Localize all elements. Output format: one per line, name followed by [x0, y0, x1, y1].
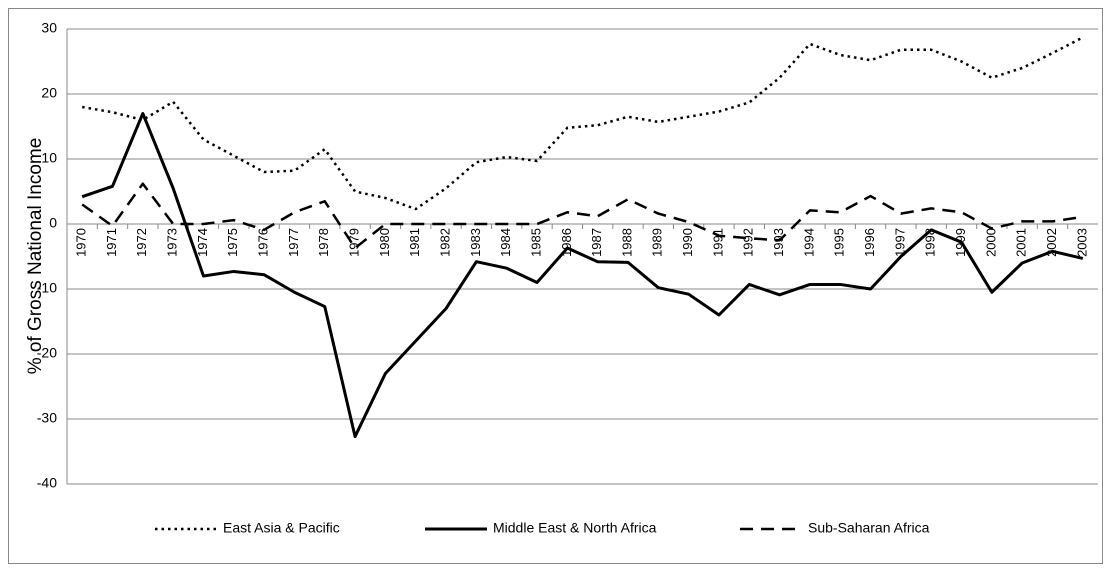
- y-tick-label: 10: [41, 150, 57, 166]
- x-tick-label: 1972: [134, 228, 149, 257]
- y-tick-label: 20: [41, 85, 57, 101]
- x-tick-label: 2001: [1014, 228, 1029, 257]
- x-tick-label: 1983: [468, 228, 483, 257]
- x-tick-label: 1979: [347, 228, 362, 257]
- x-tick-label: 1985: [528, 228, 543, 257]
- x-tick-label: 1970: [74, 228, 89, 257]
- x-tick-label: 1982: [437, 228, 452, 257]
- series-line: [81, 182, 1084, 250]
- y-axis-label: % of Gross National Income: [25, 138, 46, 375]
- y-tick-label: -40: [37, 475, 57, 491]
- y-tick-label: -20: [37, 345, 57, 361]
- x-tick-label: 2000: [983, 228, 998, 257]
- x-tick-label: 1973: [165, 228, 180, 257]
- x-tick-label: 1975: [225, 228, 240, 257]
- x-tick-label: 1971: [104, 228, 119, 257]
- legend-label: Middle East & North Africa: [493, 520, 657, 536]
- x-tick-label: 1981: [407, 228, 422, 257]
- legend-label: Sub-Saharan Africa: [808, 520, 930, 536]
- x-tick-label: 2003: [1074, 228, 1089, 257]
- series-line: [81, 36, 1084, 211]
- x-tick-label: 1993: [771, 228, 786, 257]
- x-tick-label: 1994: [801, 228, 816, 257]
- y-tick-label: 0: [49, 215, 57, 231]
- x-tick-label: 1987: [589, 228, 604, 257]
- x-tick-label: 1990: [680, 228, 695, 257]
- legend-label: East Asia & Pacific: [223, 520, 340, 536]
- x-tick-label: 1991: [710, 228, 725, 257]
- x-tick-label: 1995: [832, 228, 847, 257]
- series-line: [81, 112, 1084, 439]
- y-tick-label: -30: [37, 410, 57, 426]
- x-tick-label: 1977: [286, 228, 301, 257]
- x-tick-label: 1988: [619, 228, 634, 257]
- x-tick-label: 1997: [892, 228, 907, 257]
- y-tick-label: -10: [37, 280, 57, 296]
- x-tick-label: 2002: [1044, 228, 1059, 257]
- x-tick-label: 1996: [862, 228, 877, 257]
- x-tick-label: 1980: [377, 228, 392, 257]
- x-tick-label: 1978: [316, 228, 331, 257]
- x-tick-label: 1992: [741, 228, 756, 257]
- x-tick-label: 1989: [650, 228, 665, 257]
- x-tick-label: 1984: [498, 228, 513, 257]
- chart-border: [8, 8, 1103, 564]
- x-tick-label: 1976: [256, 228, 271, 257]
- y-tick-label: 30: [41, 20, 57, 36]
- x-tick-label: 1986: [559, 228, 574, 257]
- x-tick-label: 1974: [195, 228, 210, 257]
